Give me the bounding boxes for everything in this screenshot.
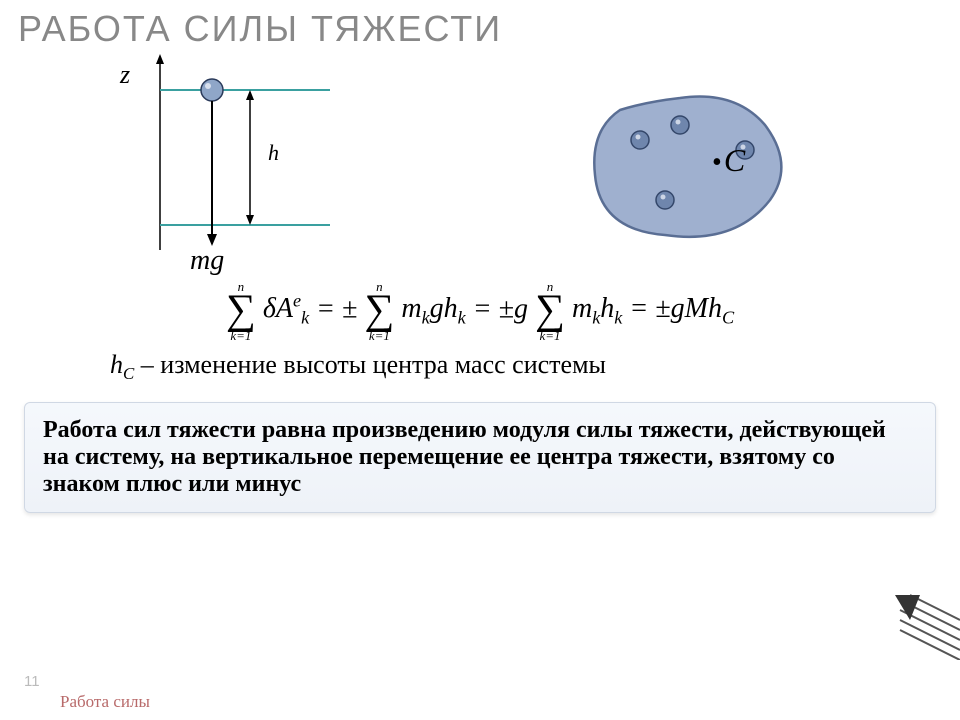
label-z: z xyxy=(120,60,130,90)
axis-figure: z h mg xyxy=(120,50,360,270)
sum-3: n ∑ k=1 xyxy=(535,280,565,342)
blob-figure: C xyxy=(560,70,820,270)
slide-title: РАБОТА СИЛЫ ТЯЖЕСТИ xyxy=(0,0,960,50)
blob-svg xyxy=(560,70,820,270)
eq-dA: δAek xyxy=(263,293,309,324)
eq-eqpmg: = ±g xyxy=(473,293,528,324)
label-h: h xyxy=(268,140,279,166)
label-c: C xyxy=(712,142,745,179)
equation: n ∑ k=1 δAek = ± n ∑ k=1 mkghk = ±g n ∑ … xyxy=(0,270,960,350)
sum-2: n ∑ k=1 xyxy=(364,280,394,342)
definition-box: Работа сил тяжести равна произведению мо… xyxy=(24,402,936,513)
eq-mkghk: mkghk xyxy=(401,293,465,324)
eq-gMhC: = ±gMhC xyxy=(629,293,734,324)
label-mg: mg xyxy=(190,245,224,277)
figure-row: z h mg C xyxy=(0,50,960,270)
hc-definition: hC – изменение высоты центра масс систем… xyxy=(0,350,960,384)
footer-label: Работа силы xyxy=(60,692,150,712)
sum-1: n ∑ k=1 xyxy=(226,280,256,342)
page-number: 11 xyxy=(24,673,40,690)
corner-decoration xyxy=(890,590,960,660)
eq-eqpm1: = ± xyxy=(316,293,357,324)
eq-mkhk: mkhk xyxy=(572,293,622,324)
axis-svg xyxy=(120,50,360,270)
hc-text: – изменение высоты центра масс системы xyxy=(141,350,606,379)
